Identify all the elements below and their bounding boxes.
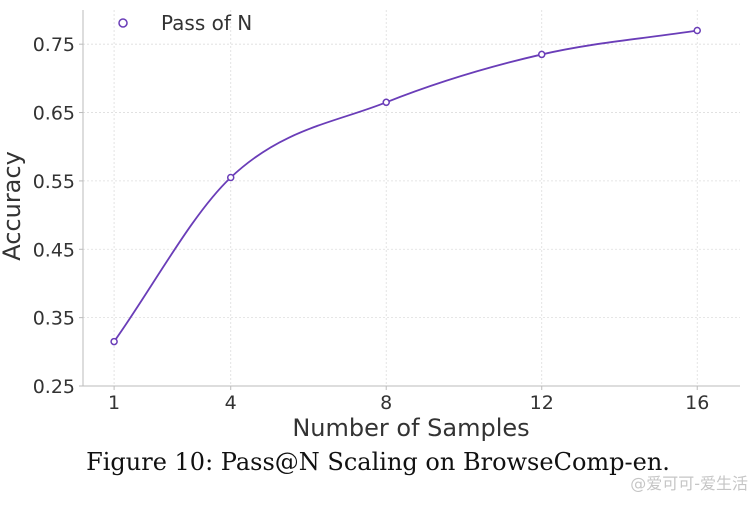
x-tick-label: 12 [530,392,554,414]
x-tick-label: 16 [685,392,709,414]
x-axis-label: Number of Samples [292,414,529,442]
grid-lines [83,10,740,387]
x-tick-label: 4 [225,392,237,414]
data-point [110,337,118,346]
tick-labels: 1 4 8 12 16 0.25 0.35 0.45 0.55 0.65 0.75 [33,34,710,414]
y-tick-label: 0.65 [33,103,75,125]
y-tick-label: 0.25 [33,376,75,398]
data-point [537,50,546,59]
legend-marker [118,18,128,28]
legend-label: Pass of N [161,11,252,35]
y-axis-label: Accuracy [0,151,26,261]
y-tick-label: 0.35 [33,308,75,330]
y-tick-label: 0.75 [33,34,75,56]
data-point [226,173,235,182]
x-tick-label: 8 [380,392,392,414]
data-point [382,98,390,107]
series-layer [110,26,701,346]
y-tick-label: 0.55 [33,171,75,193]
series-line [113,29,698,343]
x-tick-label: 1 [108,392,120,414]
legend: Pass of N [118,11,252,35]
y-tick-label: 0.45 [33,239,75,261]
axes [82,10,740,387]
data-point [693,26,701,35]
figure-caption: Figure 10: Pass@N Scaling on BrowseComp-… [86,448,670,476]
watermark: @爱可可-爱生活 [630,474,748,493]
